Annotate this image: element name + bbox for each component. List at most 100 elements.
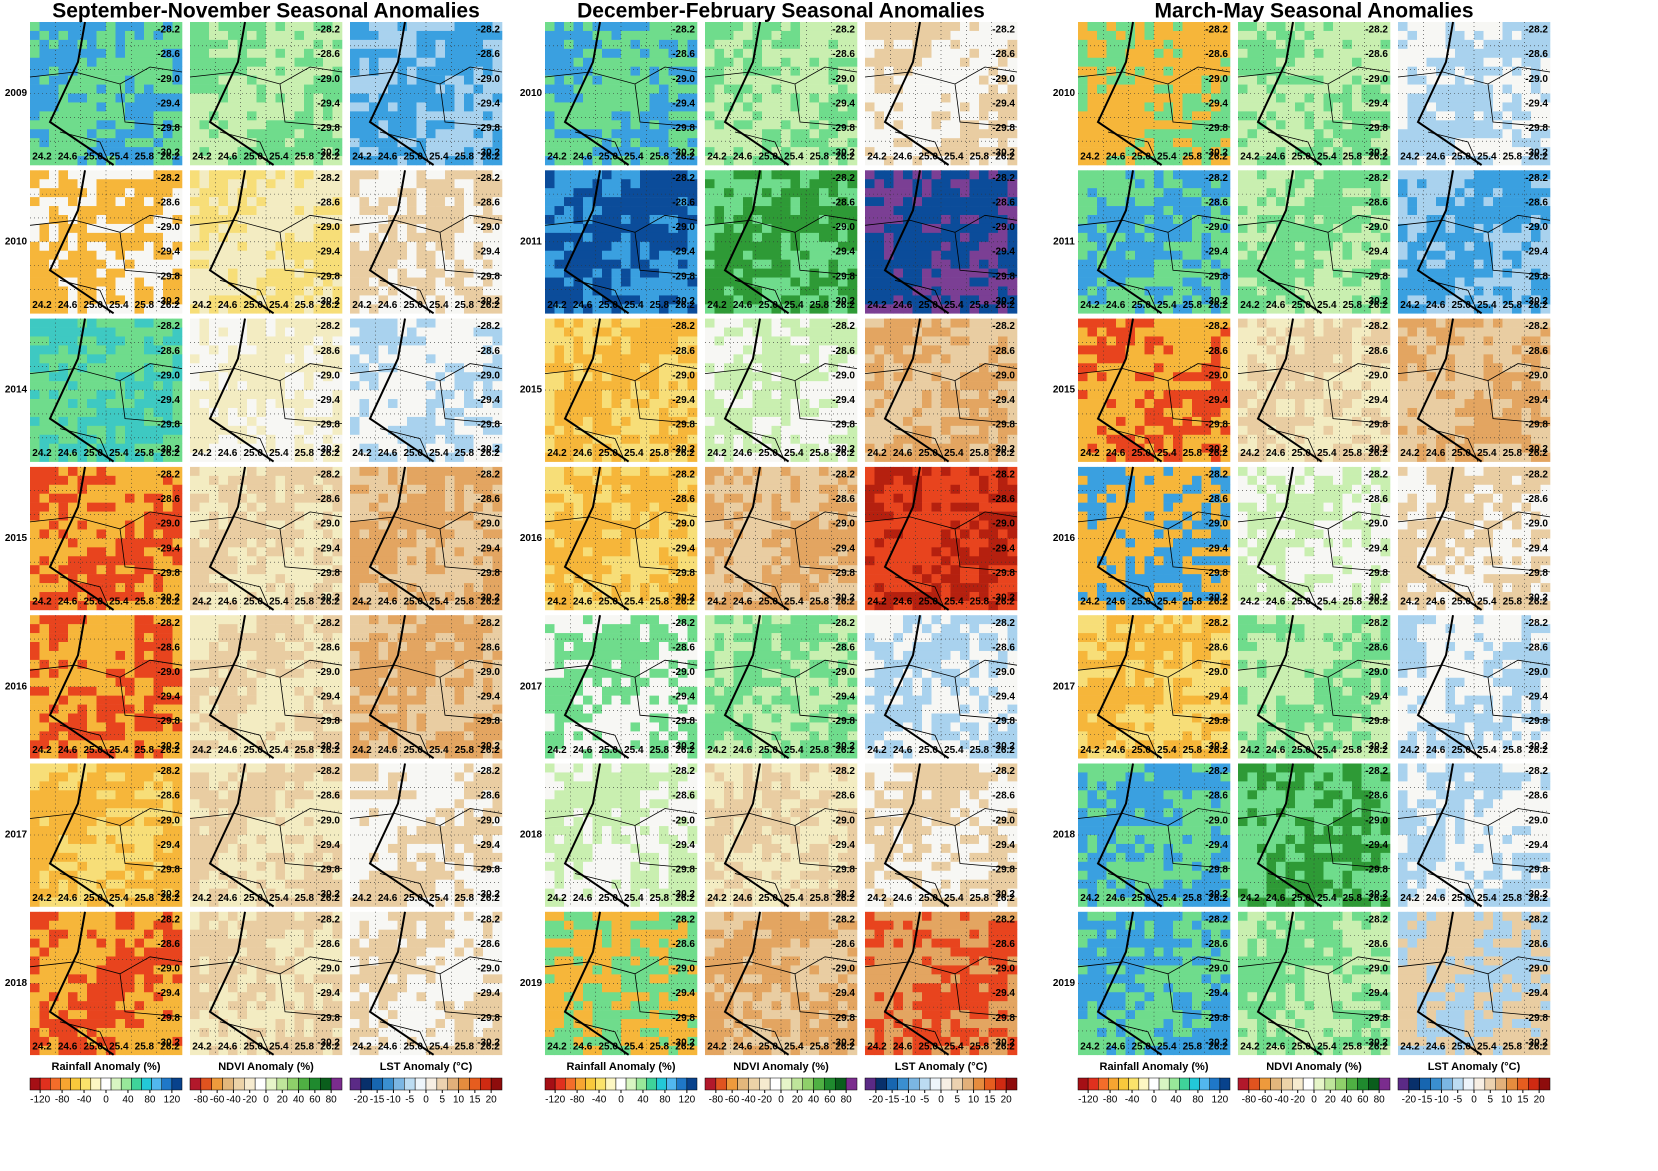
map-cell — [144, 879, 154, 889]
map-cell — [199, 704, 210, 714]
map-cell — [359, 188, 370, 198]
map-cell — [87, 241, 97, 252]
map-cell — [163, 381, 173, 391]
map-cell — [49, 345, 59, 355]
map-cell — [106, 363, 116, 373]
lon-label: 24.6 — [58, 300, 78, 311]
map-cell — [266, 650, 276, 661]
map-cell — [492, 84, 503, 94]
map-cell — [218, 781, 229, 791]
map-cell — [237, 372, 248, 382]
map-cell — [58, 790, 69, 800]
map-cell — [96, 843, 107, 854]
map-cell — [454, 407, 465, 418]
map-cell — [332, 434, 343, 445]
map-cell — [350, 327, 360, 337]
map-cell — [106, 138, 116, 148]
lon-label: 26.2 — [480, 448, 500, 459]
map-cell — [369, 677, 379, 687]
map-cell — [294, 695, 305, 705]
map-cell — [445, 731, 455, 741]
map-cell — [163, 286, 173, 296]
map-cell — [285, 286, 295, 296]
map-cell — [285, 390, 295, 400]
map-cell — [445, 179, 455, 189]
map-cell — [426, 879, 436, 889]
map-cell — [359, 39, 370, 50]
map-cell — [304, 781, 314, 791]
map-cell — [275, 206, 286, 216]
map-cell — [435, 493, 446, 503]
map-cell — [378, 75, 389, 85]
map-cell — [49, 48, 59, 59]
map-cell — [426, 318, 436, 328]
map-cell — [266, 772, 276, 782]
map-cell — [266, 686, 276, 696]
map-cell — [144, 259, 154, 269]
map-cell — [209, 781, 219, 791]
map-cell — [199, 659, 210, 670]
map-cell — [199, 399, 210, 409]
map-cell — [190, 179, 200, 189]
map-cell — [30, 381, 40, 391]
map-cell — [144, 268, 154, 278]
map-cell — [87, 722, 97, 732]
map-cell — [134, 763, 145, 773]
map-cell — [378, 650, 389, 661]
map-cell — [304, 39, 314, 50]
map-cell — [218, 179, 229, 189]
map-cell — [285, 425, 295, 436]
map-cell — [125, 704, 135, 714]
map-cell — [144, 57, 154, 67]
map-cell — [96, 318, 107, 328]
map-cell — [397, 84, 408, 94]
map-cell — [266, 808, 276, 818]
map-cell — [285, 39, 295, 50]
map-cell — [39, 425, 50, 436]
map-cell — [369, 57, 379, 67]
map-cell — [416, 48, 427, 59]
map-cell — [68, 327, 78, 337]
map-cell — [134, 372, 145, 382]
map-cell — [464, 695, 474, 705]
map-cell — [275, 363, 286, 373]
map-cell — [153, 879, 164, 889]
map-cell — [190, 39, 200, 50]
map-cell — [87, 188, 97, 198]
map-cell — [199, 790, 210, 800]
map-cell — [106, 39, 116, 50]
map-cell — [483, 677, 493, 687]
map-cell — [125, 772, 135, 782]
map-cell — [77, 686, 88, 696]
map-cell — [407, 722, 417, 732]
map-cell — [275, 22, 286, 32]
map-cell — [378, 188, 389, 198]
map-cell — [49, 466, 59, 477]
map-cell — [199, 502, 210, 512]
map-cell — [209, 817, 219, 827]
map-cell — [445, 650, 455, 661]
lon-label: 25.8 — [135, 597, 155, 608]
map-cell — [426, 529, 436, 539]
map-cell — [172, 39, 183, 50]
map-cell — [266, 102, 276, 112]
map-cell — [285, 781, 295, 791]
map-cell — [68, 713, 78, 723]
map-cell — [464, 466, 474, 477]
map-cell — [199, 529, 210, 539]
map-cell — [350, 39, 360, 50]
map-cell — [426, 354, 436, 364]
map-cell — [199, 574, 210, 584]
map-cell — [445, 615, 455, 625]
map-cell — [416, 826, 427, 836]
map-cell — [209, 466, 219, 477]
map-cell — [199, 852, 210, 863]
map-cell — [350, 843, 360, 854]
map-cell — [304, 799, 314, 809]
map-cell — [58, 179, 69, 189]
map-cell — [445, 722, 455, 732]
map-cell — [492, 138, 503, 148]
map-cell — [464, 484, 474, 495]
map-cell — [313, 879, 324, 889]
map-cell — [115, 722, 126, 732]
